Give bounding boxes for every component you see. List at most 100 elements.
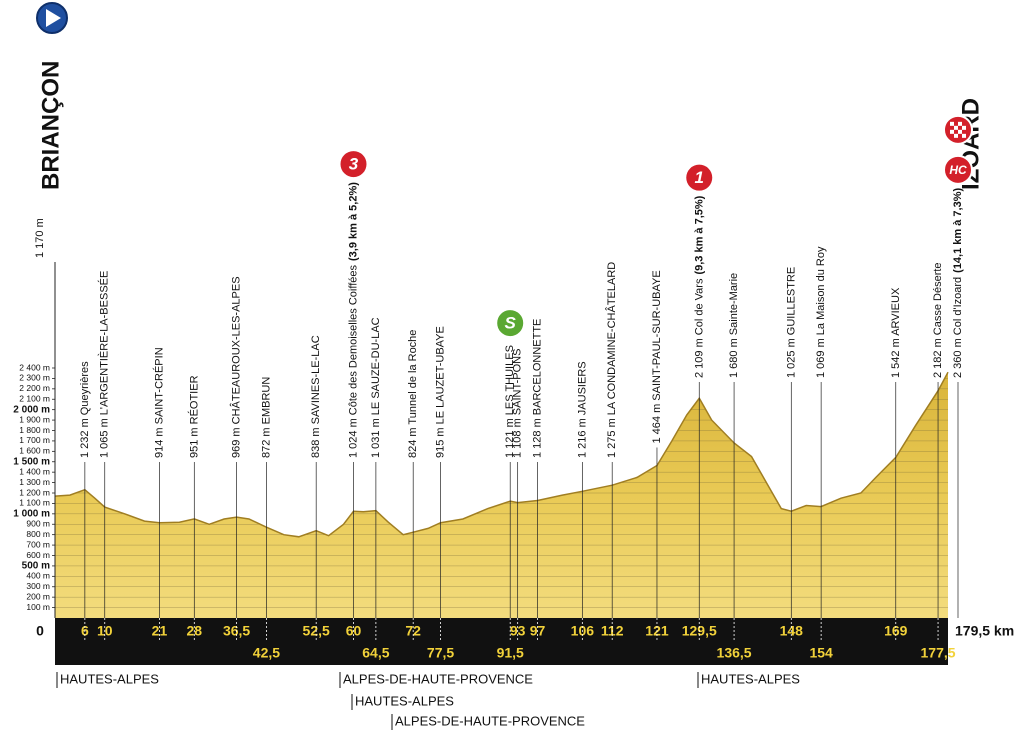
waypoint-label: 951 m RÉOTIER — [187, 375, 200, 458]
waypoint-name: 1 170 m — [34, 218, 46, 258]
waypoint-name: 1 232 m Queyrières — [79, 361, 91, 458]
waypoint-name: 1 024 m Côte des Demoiselles Coiffées — [347, 264, 359, 458]
waypoint-label: 1 121 m LES THUILES — [504, 345, 516, 458]
finish-check — [950, 121, 954, 126]
x-tick-label: 0 — [36, 623, 44, 639]
finish-check — [958, 129, 962, 134]
x-tick-label: 179,5 km — [955, 623, 1014, 639]
waypoint-name: 1 464 m SAINT-PAUL-SUR-UBAYE — [651, 270, 663, 443]
y-tick-label: 2 400 m — [19, 362, 50, 372]
department-label: ALPES-DE-HAUTE-PROVENCE — [395, 713, 585, 728]
waypoint-name: 2 182 m Casse Déserte — [932, 262, 944, 378]
waypoint-name: 2 360 m Col d'Izoard — [952, 277, 964, 378]
finish-check — [950, 129, 954, 134]
km-bar — [55, 618, 948, 665]
y-tick-label: 100 m — [26, 602, 50, 612]
waypoint-name: 1 542 m ARVIEUX — [890, 287, 902, 378]
waypoint-name: 1 108 m SAINT-PONS — [512, 349, 524, 458]
waypoint-name: 969 m CHÂTEAUROUX-LES-ALPES — [229, 276, 242, 458]
finish-check — [962, 133, 966, 138]
y-tick-label: 1 200 m — [19, 487, 50, 497]
waypoint-label: 2 109 m Col de Vars (9,3 km à 7,5%) — [693, 195, 705, 378]
waypoint-label: 1 680 m Sainte-Marie — [728, 273, 740, 378]
y-tick-label: 200 m — [26, 591, 50, 601]
waypoint-name: 1 069 m La Maison du Roy — [815, 246, 827, 378]
y-tick-label: 2 000 m — [13, 404, 50, 415]
y-tick-label: 800 m — [26, 529, 50, 539]
waypoint-name: 1 025 m GUILLESTRE — [785, 267, 797, 378]
x-tick-label: 177,5 — [921, 645, 956, 661]
waypoint-label: 1 025 m GUILLESTRE — [785, 267, 797, 378]
waypoint-name: 1 680 m Sainte-Marie — [728, 273, 740, 378]
waypoint-label: 1 108 m SAINT-PONS — [512, 349, 524, 458]
x-tick-label: 136,5 — [717, 645, 752, 661]
y-tick-label: 2 300 m — [19, 373, 50, 383]
climb-detail: (3,9 km à 5,2%) — [347, 182, 359, 261]
waypoint-label: 838 m SAVINES-LE-LAC — [310, 335, 322, 458]
y-tick-label: 1 600 m — [19, 446, 50, 456]
climb-category: S — [505, 314, 517, 333]
waypoint-name: 838 m SAVINES-LE-LAC — [310, 335, 322, 458]
waypoint-label: 1 069 m La Maison du Roy — [815, 246, 827, 378]
finish-check — [954, 133, 958, 138]
finish-check — [962, 125, 966, 130]
climb-detail: (14,1 km à 7,3%) — [952, 188, 964, 273]
start-town: BRIANÇON — [37, 61, 64, 190]
department-label: HAUTES-ALPES — [60, 671, 159, 686]
waypoint-label: 2 360 m Col d'Izoard (14,1 km à 7,3%) — [952, 188, 964, 378]
climb-badge — [495, 308, 526, 339]
start-icon — [36, 2, 68, 34]
waypoint-name: 951 m RÉOTIER — [187, 375, 200, 458]
finish-check — [958, 121, 962, 126]
profile-line — [54, 371, 949, 538]
y-tick-label: 2 200 m — [19, 383, 50, 393]
waypoint-label: 1 275 m LA CONDAMINE-CHÂTELARD — [605, 262, 618, 458]
climb-category: 3 — [349, 155, 359, 174]
y-tick-label: 600 m — [26, 550, 50, 560]
finish-check — [954, 125, 958, 130]
waypoint-label: 1 542 m ARVIEUX — [890, 287, 902, 378]
waypoint-label: 872 m EMBRUN — [260, 377, 272, 458]
waypoint-name: 914 m SAINT-CRÉPIN — [152, 347, 165, 458]
waypoint-label: 1 128 m BARCELONNETTE — [531, 319, 543, 458]
y-tick-label: 1 100 m — [19, 498, 50, 508]
waypoint-label: 1 024 m Côte des Demoiselles Coiffées (3,… — [347, 182, 359, 458]
x-tick-label: 91,5 — [497, 645, 524, 661]
y-tick-label: 700 m — [26, 539, 50, 549]
x-tick-label: 64,5 — [362, 645, 389, 661]
y-tick-label: 1 000 m — [13, 508, 50, 519]
y-tick-label: 300 m — [26, 581, 50, 591]
department-label: ALPES-DE-HAUTE-PROVENCE — [343, 671, 533, 686]
waypoint-label: 1 464 m SAINT-PAUL-SUR-UBAYE — [651, 270, 663, 443]
climb-detail: (9,3 km à 7,5%) — [693, 195, 705, 274]
y-tick-label: 1 500 m — [13, 456, 50, 467]
department-label: HAUTES-ALPES — [355, 693, 454, 708]
waypoint-name: 2 109 m Col de Vars — [693, 278, 705, 378]
waypoint-name: 872 m EMBRUN — [260, 377, 272, 458]
waypoint-name: 1 121 m LES THUILES — [504, 345, 516, 458]
y-tick-label: 1 900 m — [19, 414, 50, 424]
waypoint-name: 1 128 m BARCELONNETTE — [531, 319, 543, 458]
y-tick-label: 400 m — [26, 571, 50, 581]
waypoint-label: 1 170 m — [34, 218, 46, 258]
waypoint-label: 2 182 m Casse Déserte — [932, 262, 944, 378]
y-tick-label: 1 400 m — [19, 466, 50, 476]
waypoint-label: 1 031 m LE SAUZE-DU-LAC — [370, 317, 382, 458]
x-tick-label: 42,5 — [253, 645, 280, 661]
waypoint-label: 914 m SAINT-CRÉPIN — [152, 347, 165, 458]
y-tick-label: 2 100 m — [19, 394, 50, 404]
climb-badge — [338, 149, 369, 180]
y-tick-label: 1 300 m — [19, 477, 50, 487]
waypoint-label: 824 m Tunnel de la Roche — [407, 330, 419, 458]
x-tick-label: 154 — [809, 645, 833, 661]
climb-badge — [943, 154, 973, 185]
climb-category: 1 — [695, 168, 704, 187]
y-tick-label: 500 m — [22, 561, 50, 572]
y-tick-label: 1 800 m — [19, 425, 50, 435]
climb-category: HC — [949, 163, 967, 177]
y-tick-label: 1 700 m — [19, 435, 50, 445]
x-tick-label: 77,5 — [427, 645, 454, 661]
climb-badge — [684, 162, 715, 193]
department-label: HAUTES-ALPES — [701, 671, 800, 686]
